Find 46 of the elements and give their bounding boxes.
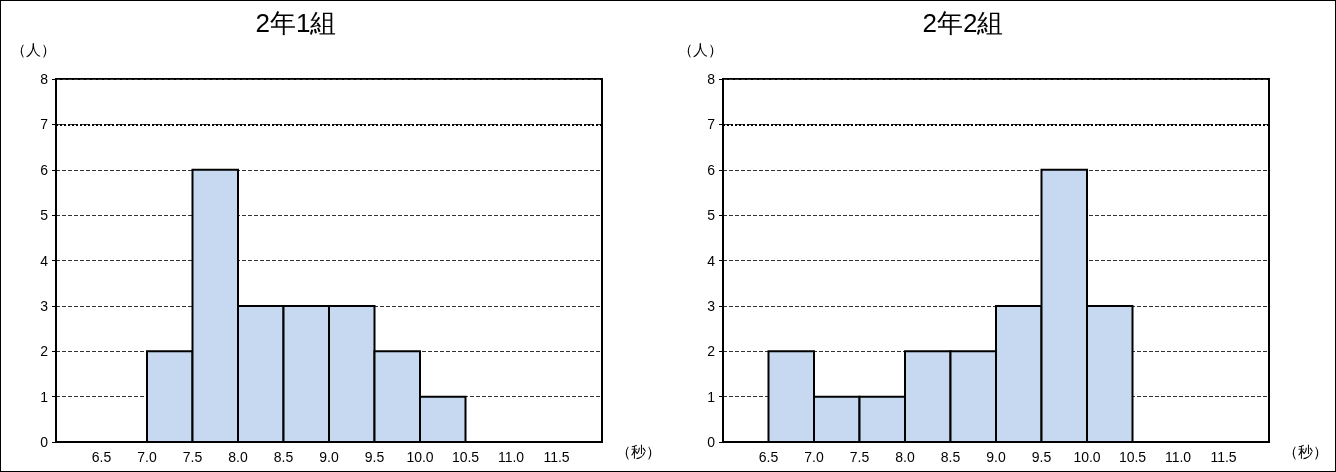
x-tick-label: 7.0: [804, 449, 824, 465]
chart-title: 2年1組: [255, 8, 337, 38]
y-tick-label: 1: [40, 388, 49, 405]
y-tick-label: 2: [707, 343, 716, 360]
x-tick-label: 10.5: [1118, 449, 1147, 465]
x-tick-label: 10.0: [1073, 449, 1101, 465]
x-tick-label: 7.5: [849, 449, 870, 465]
y-tick-label: 4: [40, 252, 49, 269]
x-tick-label: 9.5: [1031, 449, 1052, 465]
y-tick-label: 3: [707, 297, 716, 314]
x-tick-label: 6.5: [91, 449, 112, 465]
x-tick-label: 7.5: [182, 449, 203, 465]
x-tick-label: 8.0: [895, 449, 915, 465]
y-tick-label: 3: [40, 297, 49, 314]
y-tick-label: 0: [40, 434, 49, 450]
y-tick-label: 7: [40, 116, 49, 133]
x-tick-label: 11.0: [497, 449, 525, 465]
y-axis-title: （人）: [678, 41, 723, 58]
x-tick-label: 8.0: [228, 449, 248, 465]
y-tick-label: 8: [707, 71, 716, 87]
y-tick-label: 8: [40, 71, 49, 87]
x-tick-label: 10.0: [406, 449, 434, 465]
x-tick-label: 10.5: [451, 449, 480, 465]
x-tick-label: 9.0: [986, 449, 1006, 465]
x-tick-label: 9.0: [319, 449, 339, 465]
y-tick-label: 5: [40, 207, 49, 224]
y-tick-label: 4: [707, 252, 716, 269]
y-tick-label: 5: [707, 207, 716, 224]
x-tick-label: 11.0: [1164, 449, 1192, 465]
x-tick-label: 7.0: [137, 449, 157, 465]
chart-title: 2年2組: [922, 8, 1004, 38]
x-tick-label: 9.5: [364, 449, 385, 465]
x-tick-label: 6.5: [758, 449, 779, 465]
y-tick-label: 1: [707, 388, 716, 405]
x-axis-title: （秒）: [1283, 443, 1328, 460]
x-tick-label: 11.5: [1210, 449, 1237, 465]
y-axis-title: （人）: [11, 41, 56, 58]
y-tick-label: 6: [40, 161, 49, 178]
x-tick-label: 11.5: [543, 449, 570, 465]
x-tick-label: 8.5: [940, 449, 961, 465]
y-tick-label: 6: [707, 161, 716, 178]
y-tick-label: 0: [707, 434, 716, 450]
x-tick-label: 8.5: [273, 449, 294, 465]
x-axis-title: （秒）: [616, 443, 661, 460]
y-tick-label: 7: [707, 116, 716, 133]
y-tick-label: 2: [40, 343, 49, 360]
